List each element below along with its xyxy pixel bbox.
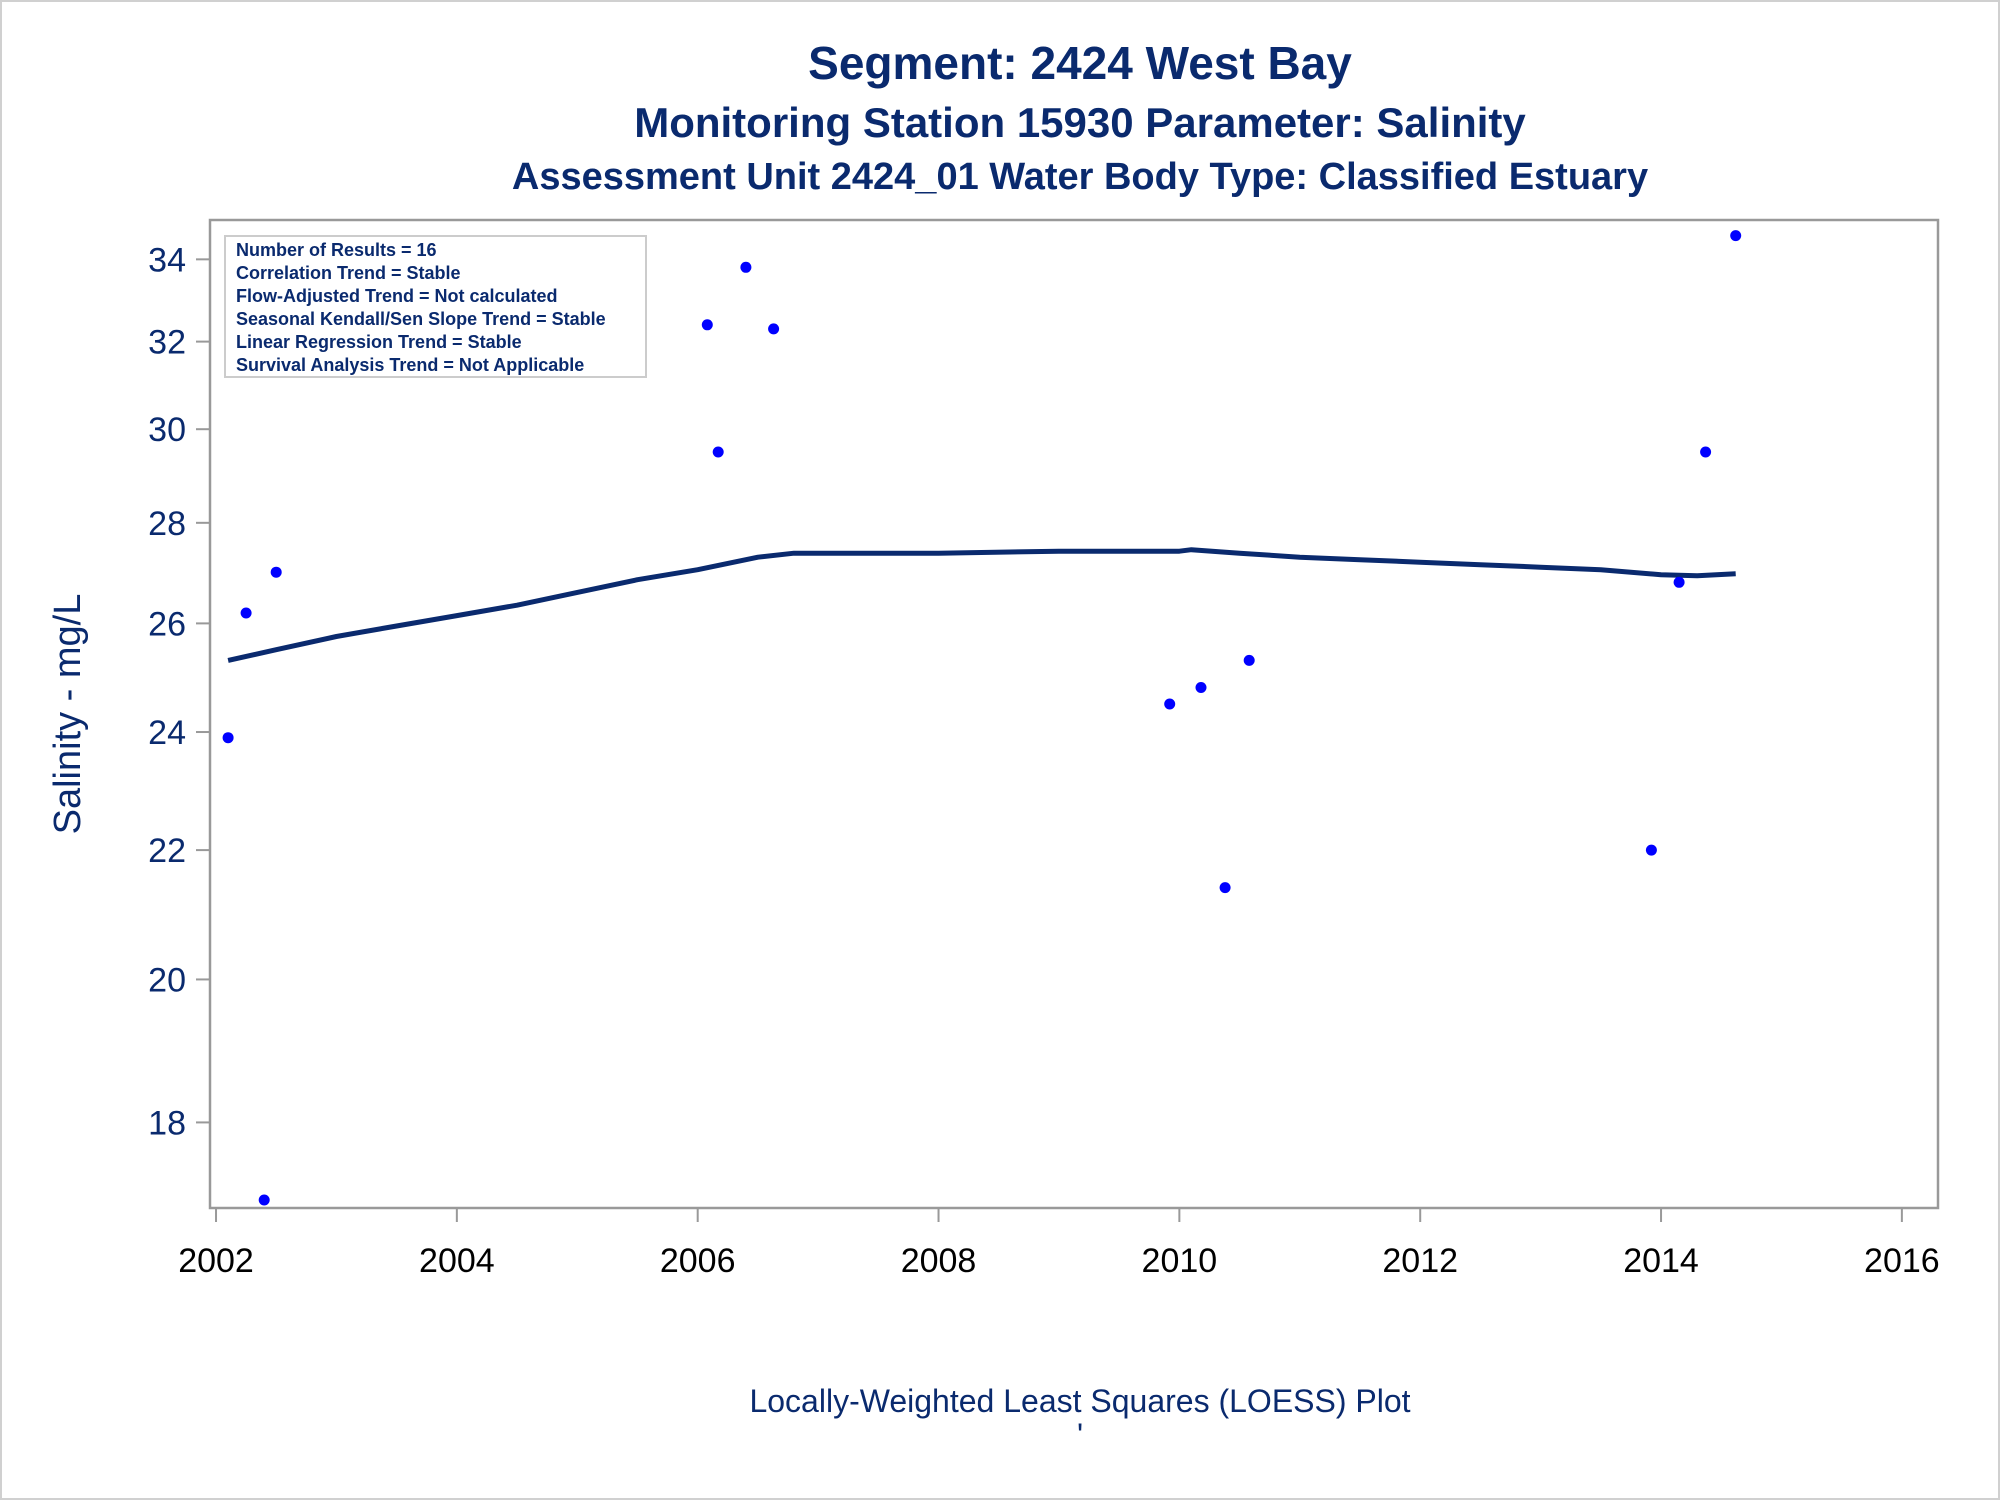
data-point [258, 1194, 270, 1206]
stats-line: Survival Analysis Trend = Not Applicable [236, 355, 584, 375]
points-layer [222, 230, 1742, 1206]
data-point [222, 732, 234, 744]
data-point [701, 319, 713, 331]
y-tick-label: 26 [148, 605, 186, 643]
data-point [712, 446, 724, 458]
chart-title: Segment: 2424 West Bay [808, 37, 1352, 89]
x-tick-label: 2016 [1864, 1242, 1940, 1280]
data-point [1195, 682, 1207, 693]
y-axis-label: Salinity - mg/L [47, 594, 89, 835]
y-tick-label: 28 [148, 505, 186, 543]
data-point [1673, 576, 1685, 588]
x-tick-label: 2014 [1623, 1242, 1699, 1280]
data-point [1730, 230, 1742, 242]
stats-line: Number of Results = 16 [236, 240, 437, 260]
data-point [240, 607, 252, 619]
x-tick-label: 2012 [1382, 1242, 1458, 1280]
data-point [1645, 844, 1657, 856]
plot-frame [208, 218, 1940, 1210]
y-axis: 18 20 22 24 26 28 30 32 34 [148, 241, 210, 1142]
data-point [740, 261, 752, 273]
stats-line: Linear Regression Trend = Stable [236, 332, 522, 352]
data-point [1243, 654, 1255, 666]
data-point [270, 566, 282, 578]
x-tick-label: 2010 [1142, 1242, 1218, 1280]
x-tick-label: 2006 [660, 1242, 736, 1280]
data-point [1219, 882, 1231, 894]
loess-line [227, 547, 1736, 663]
data-point [768, 323, 780, 335]
chart-subtitle-2: Assessment Unit 2424_01 Water Body Type:… [512, 156, 1648, 198]
x-axis: 2002 2004 2006 2008 2010 2012 2014 2016 [178, 1208, 1940, 1280]
y-tick-label: 20 [148, 961, 186, 999]
x-tick-label: 2002 [178, 1242, 254, 1280]
stats-line: Correlation Trend = Stable [236, 263, 461, 283]
y-tick-label: 30 [148, 411, 186, 449]
stats-line: Flow-Adjusted Trend = Not calculated [236, 286, 558, 306]
loess-layer [227, 547, 1736, 663]
data-point [1700, 446, 1712, 458]
y-tick-label: 34 [148, 241, 186, 279]
footnote-mark: ' [1077, 1417, 1083, 1453]
x-tick-label: 2008 [901, 1242, 977, 1280]
y-tick-label: 22 [148, 832, 186, 870]
stats-box: Number of Results = 16 Correlation Trend … [224, 235, 647, 378]
y-tick-label: 24 [148, 714, 186, 752]
chart-subtitle: Monitoring Station 15930 Parameter: Sali… [634, 99, 1526, 146]
stats-line: Seasonal Kendall/Sen Slope Trend = Stabl… [236, 309, 606, 329]
y-tick-label: 32 [148, 324, 186, 362]
x-tick-label: 2004 [419, 1242, 495, 1280]
x-axis-label: Locally-Weighted Least Squares (LOESS) P… [749, 1383, 1410, 1419]
data-point [1164, 698, 1176, 710]
y-tick-label: 18 [148, 1104, 186, 1142]
stats-box-frame [224, 235, 647, 378]
